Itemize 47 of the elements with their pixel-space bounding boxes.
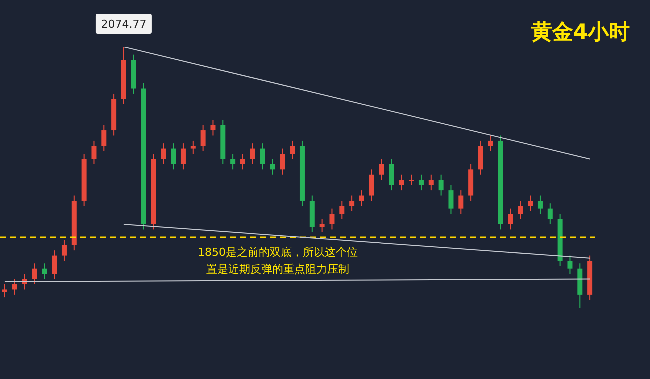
candlestick [478,140,484,176]
candlestick [161,143,166,165]
candlestick [458,190,464,215]
candlestick [230,154,236,170]
candlestick [270,158,276,176]
candlestick [92,140,97,165]
candlestick [488,135,494,152]
candlestick [290,140,296,160]
candlestick [418,174,424,192]
candlestick [190,140,196,155]
candlestick [240,154,246,170]
candlestick [280,148,286,176]
candlestick [42,263,48,280]
candlestick [62,240,67,262]
candlestick [448,184,454,215]
candlestick [369,169,374,202]
candlestick [528,195,534,212]
annotation: 1850是之前的双底，所以这个位置是近期反弹的重点阻力压制 [198,245,358,278]
candlestick [2,284,8,298]
candlestick [568,255,573,275]
chart-title: 黄金4小时 [531,19,630,46]
candlestick [379,158,384,181]
candlestick [330,208,335,230]
candlestick [52,250,58,280]
candlestick [171,143,176,170]
candlestick [538,195,543,215]
candlestick [518,200,524,220]
candlestick [350,195,355,212]
candlestick [399,174,404,192]
candlestick [409,174,414,186]
candlestick [548,203,553,225]
candlestick [260,143,266,170]
candlestick [428,174,434,192]
candlestick [389,158,394,192]
candlestick [200,124,206,152]
candlestick [340,200,345,220]
candlestick [320,218,325,233]
annotation: 2074.77 [101,18,147,31]
candlestick [359,190,364,207]
candlestick [508,208,514,230]
candlestick [12,278,18,296]
candlestick [438,174,444,196]
candlestick [32,263,38,286]
candlestick [210,120,216,136]
candlestick [250,143,256,165]
candlestick [102,124,107,152]
candlestick [180,143,186,170]
